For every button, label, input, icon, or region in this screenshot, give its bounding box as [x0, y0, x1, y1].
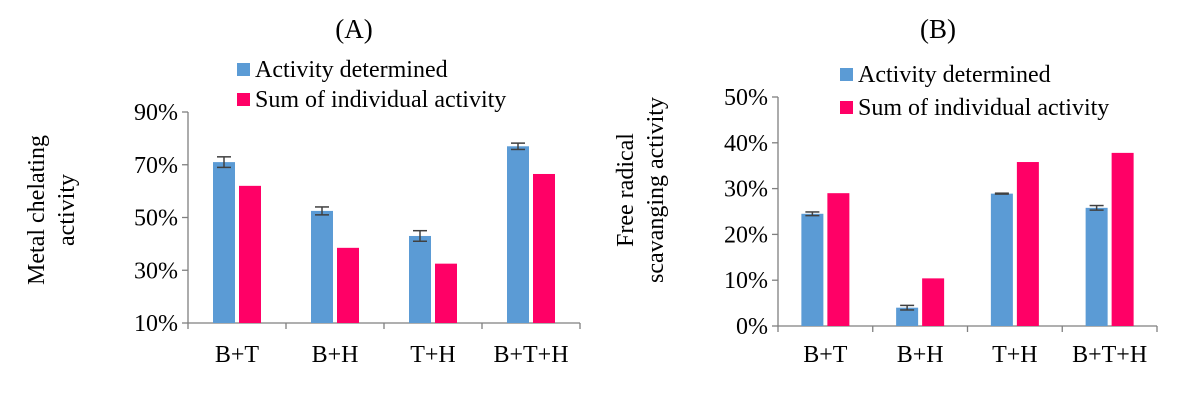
legend-swatch	[237, 63, 250, 76]
bar-activity-determined	[409, 235, 431, 323]
bar-sum-individual	[533, 173, 555, 323]
bar-sum-individual	[435, 263, 457, 323]
error-bar	[511, 142, 525, 151]
y-tick-label: 10%	[724, 268, 768, 294]
bar-activity-determined	[990, 193, 1013, 326]
legend-label: Sum of individual activity	[255, 87, 506, 113]
x-category-label: B+H	[312, 342, 359, 368]
chart-title: (A)	[335, 14, 372, 44]
y-tick-label: 50%	[134, 206, 178, 232]
y-axis-label-line: Metal chelating	[24, 135, 50, 285]
chart-a: (A) Metal chelating activity 10% 30% 50% 70% 90…	[24, 14, 581, 368]
y-axis-label-line: Free radical	[613, 133, 639, 247]
legend-label: Sum of individual activity	[858, 95, 1109, 121]
y-tick-label: 30%	[134, 258, 178, 284]
error-bar	[900, 304, 915, 311]
legend-swatch	[840, 68, 853, 81]
chart-title: (B)	[920, 14, 956, 44]
y-tick-label: 40%	[724, 131, 768, 157]
x-category-label: B+T	[215, 342, 260, 368]
bar-activity-determined	[213, 162, 235, 323]
error-bar	[217, 156, 231, 169]
x-category-label: B+H	[897, 342, 944, 368]
bar-activity-determined	[507, 146, 529, 323]
y-tick-label: 20%	[724, 222, 768, 248]
x-category-label: T+H	[992, 342, 1038, 368]
legend-swatch	[237, 93, 250, 106]
chart-b: (B) Free radical scavanging activity 0% 10% 2…	[613, 14, 1158, 368]
y-tick-label: 10%	[134, 311, 178, 337]
legend: Activity determined Sum of individual act…	[840, 62, 1109, 121]
bar-activity-determined	[896, 307, 919, 326]
y-axis-label-line: activity	[54, 174, 80, 246]
x-category-label: B+T+H	[1072, 342, 1147, 368]
bar-sum-individual	[1016, 162, 1039, 326]
y-tick-label: 70%	[134, 153, 178, 179]
bar-activity-determined	[311, 210, 333, 323]
bar-sum-individual	[922, 278, 945, 326]
x-category-label: B+T	[803, 342, 848, 368]
legend: Activity determined Sum of individual act…	[237, 57, 506, 113]
error-bar	[315, 206, 329, 216]
y-axis-label: Free radical scavanging activity	[613, 97, 669, 283]
y-tick-label: 0%	[736, 314, 768, 340]
y-axis-label-line: scavanging activity	[643, 97, 669, 283]
bar-sum-individual	[1111, 152, 1134, 326]
error-bar	[413, 229, 427, 242]
error-bar	[1089, 204, 1104, 211]
y-tick-label: 50%	[724, 85, 768, 111]
error-bar	[805, 211, 820, 217]
bar-activity-determined	[801, 213, 824, 326]
bar-sum-individual	[827, 193, 850, 326]
y-tick-label: 90%	[134, 100, 178, 126]
error-bar	[994, 192, 1009, 195]
y-tick-label: 30%	[724, 177, 768, 203]
bar-activity-determined	[1085, 207, 1108, 326]
x-category-label: T+H	[410, 342, 456, 368]
x-category-label: B+T+H	[493, 342, 568, 368]
legend-swatch	[840, 101, 853, 114]
legend-label: Activity determined	[858, 62, 1051, 88]
bar-sum-individual	[239, 185, 261, 323]
bar-sum-individual	[337, 247, 359, 323]
y-axis-label: Metal chelating activity	[24, 135, 80, 285]
legend-label: Activity determined	[255, 57, 448, 83]
